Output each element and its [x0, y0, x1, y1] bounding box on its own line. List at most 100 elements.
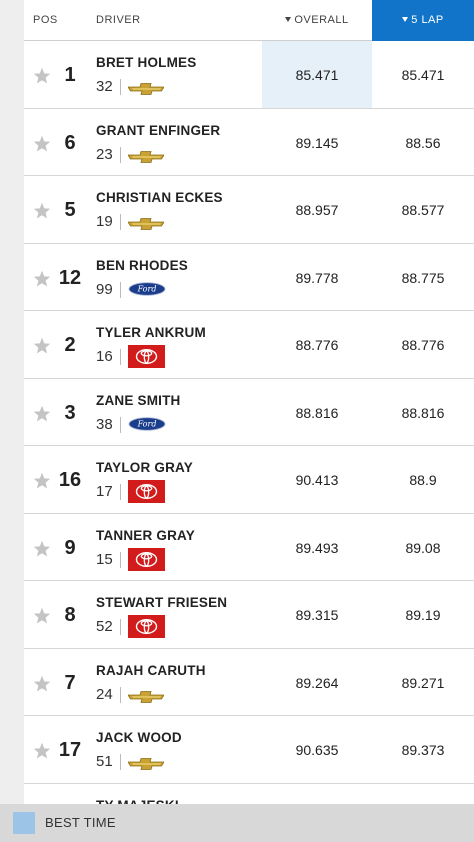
table-row[interactable]: 6 GRANT ENFINGER 23 89.145 88.56 — [24, 108, 474, 176]
overall-time-cell: 85.471 — [262, 41, 372, 108]
car-number: 99 — [96, 280, 113, 298]
sort-overall-button[interactable]: OVERALL — [262, 0, 372, 41]
overall-time-cell: 90.635 — [262, 716, 372, 783]
position-number: 8 — [64, 604, 76, 626]
table-row[interactable]: 5 CHRISTIAN ECKES 19 88.957 88.577 — [24, 176, 474, 244]
car-number: 17 — [96, 483, 113, 500]
driver-name: TYLER ANKRUM — [96, 325, 206, 340]
five-lap-time-cell: 89.373 — [372, 716, 474, 783]
overall-time-cell: 88.776 — [262, 311, 372, 378]
five-lap-time-cell: 89.19 — [372, 581, 474, 648]
overall-time-cell: 88.816 — [262, 379, 372, 446]
position-number: 1 — [64, 64, 76, 86]
five-lap-time-cell: 88.775 — [372, 244, 474, 311]
chevrolet-logo-icon — [127, 690, 165, 708]
position-number: 12 — [58, 266, 82, 289]
overall-time: 89.493 — [295, 539, 339, 556]
legend-bar: BEST TIME — [0, 804, 474, 842]
five-lap-time-cell: 88.816 — [372, 379, 474, 446]
car-number: 16 — [96, 348, 113, 365]
favorite-star-icon[interactable] — [33, 540, 51, 557]
five-lap-time: 88.816 — [401, 404, 445, 421]
favorite-star-icon[interactable] — [33, 405, 51, 422]
five-lap-time: 88.775 — [401, 269, 445, 286]
five-lap-time: 88.577 — [401, 202, 445, 218]
position-number: 2 — [64, 334, 76, 356]
position-number: 17 — [58, 739, 82, 761]
favorite-star-icon[interactable] — [33, 607, 51, 624]
driver-name: RAJAH CARUTH — [96, 662, 206, 678]
table-row[interactable]: 16 TAYLOR GRAY 17 90.413 88.9 — [24, 446, 474, 514]
driver-name: BRET HOLMES — [96, 55, 197, 70]
header-overall-label: OVERALL — [294, 14, 349, 26]
divider — [120, 281, 121, 298]
position-number: 9 — [64, 536, 76, 559]
car-number: 23 — [96, 145, 113, 163]
five-lap-time: 89.19 — [405, 607, 441, 623]
header-pos: POS — [33, 14, 58, 26]
divider — [120, 619, 121, 635]
toyota-logo-icon — [128, 615, 165, 643]
five-lap-time: 88.56 — [405, 134, 441, 151]
car-number: 15 — [96, 550, 113, 568]
overall-time-cell: 90.413 — [262, 446, 372, 513]
favorite-star-icon[interactable] — [33, 675, 51, 692]
driver-name: CHRISTIAN ECKES — [96, 190, 223, 205]
sort-5-lap-button[interactable]: 5 LAP — [372, 0, 474, 41]
favorite-star-icon[interactable] — [33, 135, 51, 152]
overall-time: 88.776 — [295, 337, 339, 353]
five-lap-time: 89.373 — [401, 742, 445, 758]
driver-name: ZANE SMITH — [96, 392, 181, 408]
table-row[interactable]: 9 TANNER GRAY 15 89.493 89.08 — [24, 513, 474, 581]
divider — [120, 686, 121, 703]
table-header: POS DRIVER OVERALL 5 LAP — [24, 0, 474, 41]
five-lap-time-cell: 85.471 — [372, 41, 474, 108]
five-lap-time-cell: 89.271 — [372, 649, 474, 716]
driver-name: TANNER GRAY — [96, 527, 195, 543]
overall-time: 88.957 — [295, 202, 339, 218]
table-row[interactable]: 2 TYLER ANKRUM 16 88.776 88.776 — [24, 311, 474, 379]
chevrolet-logo-icon — [127, 217, 165, 235]
five-lap-time: 89.271 — [401, 674, 445, 691]
divider — [120, 79, 121, 95]
overall-time: 90.635 — [295, 742, 339, 758]
overall-time: 89.145 — [295, 134, 339, 151]
favorite-star-icon[interactable] — [33, 67, 51, 84]
results-table: POS DRIVER OVERALL 5 LAP 1 BRET HOLMES 3 2 8… — [24, 0, 474, 842]
five-lap-time: 88.9 — [409, 472, 437, 488]
favorite-star-icon[interactable] — [33, 202, 51, 219]
divider — [120, 484, 121, 500]
table-row[interactable]: 17 JACK WOOD 51 90.635 89.373 — [24, 716, 474, 784]
table-row[interactable]: 12 BEN RHODES 99 Ford 89.778 88.775 — [24, 243, 474, 311]
car-number: 51 — [96, 753, 113, 770]
table-row[interactable]: 1 BRET HOLMES 32 85.471 85.471 — [24, 41, 474, 109]
toyota-logo-icon — [128, 345, 165, 373]
position-number: 6 — [64, 131, 76, 154]
table-row[interactable]: 7 RAJAH CARUTH 24 89.264 89.271 — [24, 648, 474, 716]
table-row[interactable]: 3 ZANE SMITH 38 Ford 88.816 88.816 — [24, 378, 474, 446]
overall-time-cell: 88.957 — [262, 176, 372, 243]
toyota-logo-icon — [128, 480, 165, 508]
car-number: 38 — [96, 415, 113, 433]
favorite-star-icon[interactable] — [33, 337, 51, 354]
sort-caret-icon — [402, 17, 409, 22]
chevrolet-logo-icon — [127, 82, 165, 100]
header-5-lap-label: 5 LAP — [411, 14, 444, 26]
favorite-star-icon[interactable] — [33, 472, 51, 489]
divider — [120, 146, 121, 163]
ford-logo-icon: Ford — [128, 281, 166, 301]
toyota-logo-icon — [128, 547, 165, 576]
table-row[interactable]: 8 STEWART FRIESEN 52 89.315 89.19 — [24, 581, 474, 649]
position-number: 3 — [64, 401, 76, 424]
divider — [120, 214, 121, 230]
divider — [120, 416, 121, 433]
driver-name: TAYLOR GRAY — [96, 460, 193, 475]
best-time-swatch — [13, 812, 35, 834]
favorite-star-icon[interactable] — [33, 270, 51, 287]
favorite-star-icon[interactable] — [33, 742, 51, 759]
overall-time-cell: 89.264 — [262, 649, 372, 716]
five-lap-time-cell: 88.776 — [372, 311, 474, 378]
car-number: 24 — [96, 685, 113, 703]
overall-time: 90.413 — [295, 472, 339, 488]
five-lap-time-cell: 88.56 — [372, 109, 474, 176]
